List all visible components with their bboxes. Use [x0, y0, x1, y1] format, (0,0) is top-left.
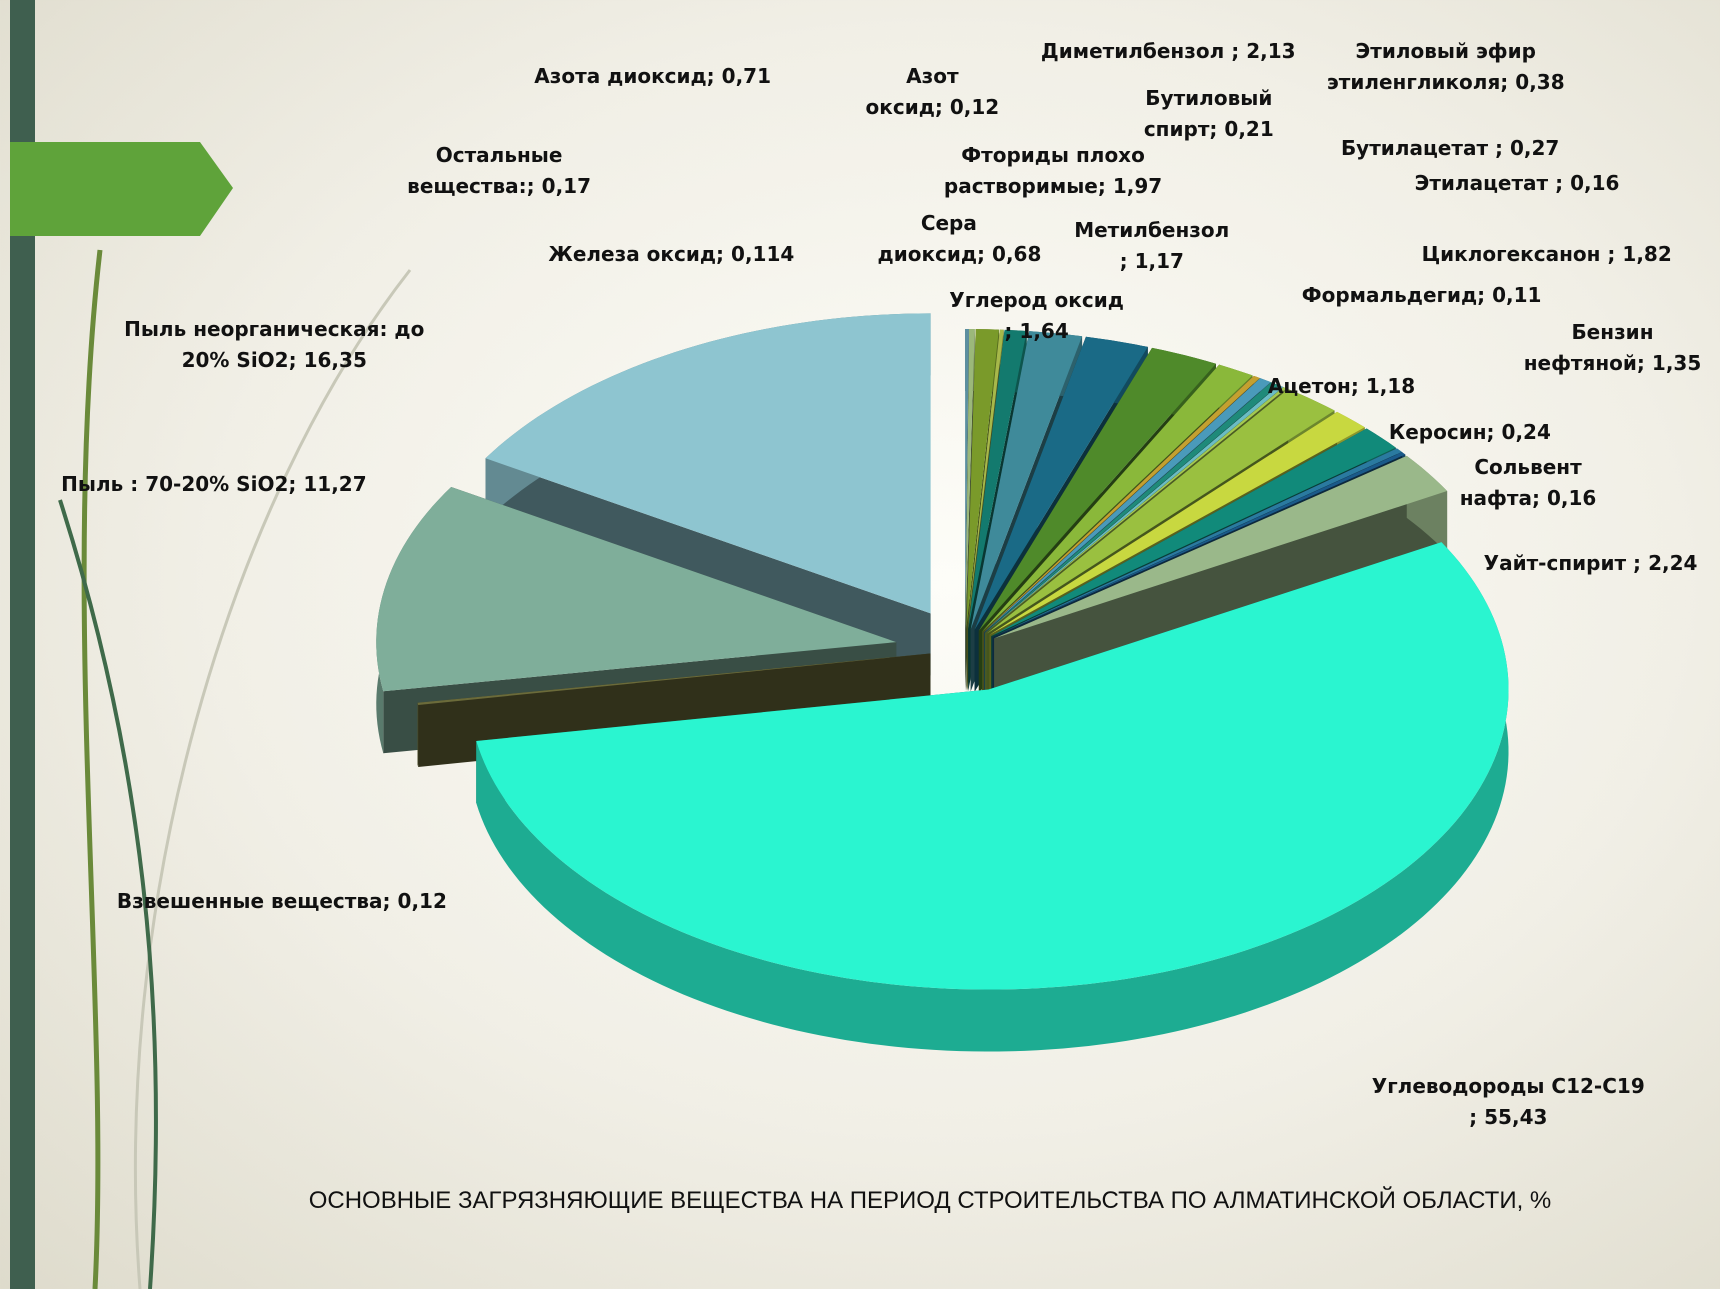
data-label: Остальные вещества:;0,17	[406, 140, 592, 202]
data-label: Керосин; 0,24	[1360, 417, 1579, 448]
category-label: Этилацетат ;	[1415, 171, 1563, 195]
data-label: Циклогексанон ;1,82	[1382, 239, 1711, 270]
data-label: Этиловый эфир этиленгликоля;0,38	[1309, 36, 1583, 98]
category-label: Формальдегид;	[1302, 283, 1485, 307]
value-label: 0,27	[1510, 136, 1559, 160]
value-label: 16,35	[304, 348, 367, 372]
value-label: 0,11	[1492, 283, 1541, 307]
decor-curve	[135, 270, 410, 1289]
value-label: 0,114	[731, 242, 794, 266]
data-label: Азот оксид;0,12	[850, 61, 1015, 123]
data-label: Формальдегид; 0,11	[1301, 280, 1542, 311]
category-label: Керосин;	[1389, 420, 1495, 444]
value-label: 1,35	[1652, 351, 1701, 375]
data-label: Углеводороды С12-С19 ;55,43	[1333, 1071, 1684, 1133]
data-label: Железа оксид; 0,114	[507, 239, 836, 270]
value-label: 1,97	[1113, 174, 1162, 198]
category-label: Пыль : 70-20% SiO2;	[61, 472, 296, 496]
data-label: Сера диоксид;0,68	[878, 208, 1021, 270]
data-label: Бутилацетат ; 0,27	[1308, 133, 1593, 164]
value-label: 0,16	[1547, 486, 1596, 510]
value-label: 0,16	[1570, 171, 1619, 195]
category-label: Циклогексанон ;	[1422, 242, 1616, 266]
page: {"chart_data": {"type": "pie", "title": …	[0, 0, 1720, 1289]
value-label: 1,82	[1622, 242, 1671, 266]
value-label: 55,43	[1484, 1105, 1547, 1129]
value-label: 1,17	[1135, 249, 1184, 273]
value-label: 2,13	[1246, 39, 1295, 63]
category-label: Азота диоксид;	[534, 64, 714, 88]
arrow-decoration	[10, 142, 233, 236]
data-label: Ацетон; 1,18	[1248, 371, 1434, 402]
slice-side	[418, 703, 419, 767]
value-label: 0,68	[992, 242, 1041, 266]
value-label: 2,24	[1648, 551, 1697, 575]
data-label: Взвешенные вещества; 0,12	[106, 886, 457, 917]
category-label: Бензин нефтяной;	[1524, 320, 1654, 375]
category-label: Пыль неорганическая: до 20% SiO2;	[124, 317, 424, 372]
value-label: 11,27	[303, 472, 366, 496]
category-label: Остальные вещества:;	[407, 143, 562, 198]
value-label: 0,71	[722, 64, 771, 88]
category-label: Взвешенные вещества;	[117, 889, 391, 913]
data-label: Пыль : 70-20% SiO2; 11,27	[38, 469, 389, 500]
decor-curve	[84, 250, 100, 1289]
data-label: Фториды плохо растворимые;1,97	[910, 140, 1195, 202]
data-label: Этилацетат ; 0,16	[1374, 168, 1659, 199]
data-label: Азота диоксид; 0,71	[488, 61, 817, 92]
category-label: Бутилацетат ;	[1341, 136, 1503, 160]
data-label: Уайт-спирит ; 2,24	[1459, 548, 1720, 579]
value-label: 0,38	[1515, 70, 1564, 94]
category-label: Азот оксид;	[866, 64, 959, 119]
chart-title: ОСНОВНЫЕ ЗАГРЯЗНЯЮЩИЕ ВЕЩЕСТВА НА ПЕРИОД…	[250, 1183, 1610, 1219]
data-label: Сольвент нафта;0,16	[1451, 452, 1605, 514]
data-label: Бутиловый спирт;0,21	[1132, 83, 1286, 145]
category-label: Ацетон;	[1268, 374, 1359, 398]
data-label: Углерод оксид ;1,64	[943, 285, 1129, 347]
value-label: 0,21	[1224, 117, 1273, 141]
category-label: Сера диоксид;	[878, 211, 986, 266]
value-label: 0,12	[398, 889, 447, 913]
data-label: Метилбензол ;1,17	[1048, 215, 1256, 277]
data-label: Пыль неорганическая: до 20% SiO2;16,35	[110, 314, 439, 376]
value-label: 1,18	[1366, 374, 1415, 398]
data-label: Диметилбензол ; 2,13	[1015, 36, 1322, 67]
value-label: 0,24	[1502, 420, 1551, 444]
category-label: Этиловый эфир этиленгликоля;	[1327, 39, 1536, 94]
category-label: Железа оксид;	[548, 242, 724, 266]
value-label: 0,12	[950, 95, 999, 119]
category-label: Диметилбензол ;	[1041, 39, 1239, 63]
value-label: 1,64	[1019, 319, 1068, 343]
category-label: Уайт-спирит ;	[1484, 551, 1641, 575]
value-label: 0,17	[542, 174, 591, 198]
data-label: Бензин нефтяной;1,35	[1503, 317, 1720, 379]
